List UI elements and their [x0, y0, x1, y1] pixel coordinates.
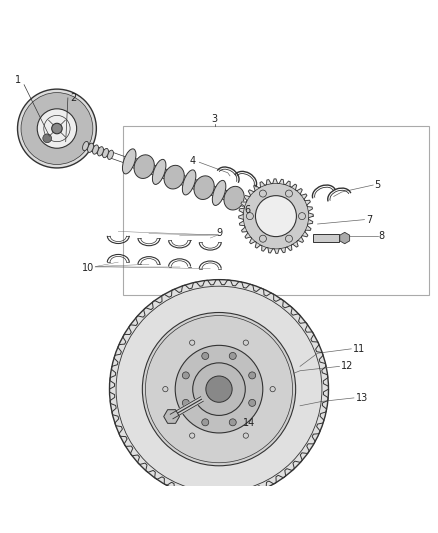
Text: 13: 13 [356, 393, 368, 403]
Circle shape [229, 419, 236, 426]
Circle shape [110, 280, 328, 499]
Text: 7: 7 [366, 215, 372, 224]
Ellipse shape [247, 192, 261, 217]
Text: 11: 11 [353, 344, 365, 354]
Ellipse shape [88, 143, 93, 152]
Text: 6: 6 [244, 205, 251, 215]
Text: 2: 2 [70, 93, 76, 103]
Polygon shape [239, 179, 313, 253]
Ellipse shape [92, 145, 99, 154]
Circle shape [206, 376, 232, 402]
Circle shape [142, 312, 296, 466]
Text: 4: 4 [190, 156, 196, 166]
Text: 14: 14 [243, 418, 255, 428]
Ellipse shape [194, 176, 214, 199]
Circle shape [243, 183, 309, 249]
Ellipse shape [152, 159, 166, 184]
Circle shape [202, 419, 209, 426]
Circle shape [249, 399, 256, 406]
FancyBboxPatch shape [313, 234, 339, 242]
Text: 3: 3 [212, 114, 218, 124]
Circle shape [182, 372, 189, 379]
Circle shape [182, 399, 189, 406]
Text: 5: 5 [374, 180, 381, 190]
Circle shape [255, 196, 297, 237]
Text: 10: 10 [82, 263, 94, 273]
Circle shape [21, 93, 93, 165]
Text: 1: 1 [14, 75, 21, 85]
Ellipse shape [123, 149, 136, 174]
Ellipse shape [98, 147, 103, 156]
Ellipse shape [224, 187, 244, 210]
Text: 9: 9 [217, 228, 223, 238]
Ellipse shape [83, 141, 88, 151]
Text: 8: 8 [379, 231, 385, 241]
Ellipse shape [212, 180, 226, 205]
Circle shape [18, 89, 96, 168]
Ellipse shape [102, 148, 109, 158]
Ellipse shape [108, 150, 113, 159]
Ellipse shape [182, 170, 196, 195]
Text: 12: 12 [341, 361, 353, 372]
Ellipse shape [134, 155, 154, 179]
Circle shape [52, 123, 62, 134]
Circle shape [193, 363, 245, 415]
Circle shape [202, 352, 209, 359]
Ellipse shape [164, 165, 184, 189]
Circle shape [249, 372, 256, 379]
Circle shape [37, 109, 77, 148]
Circle shape [43, 134, 52, 143]
Circle shape [229, 352, 236, 359]
Circle shape [175, 345, 263, 433]
